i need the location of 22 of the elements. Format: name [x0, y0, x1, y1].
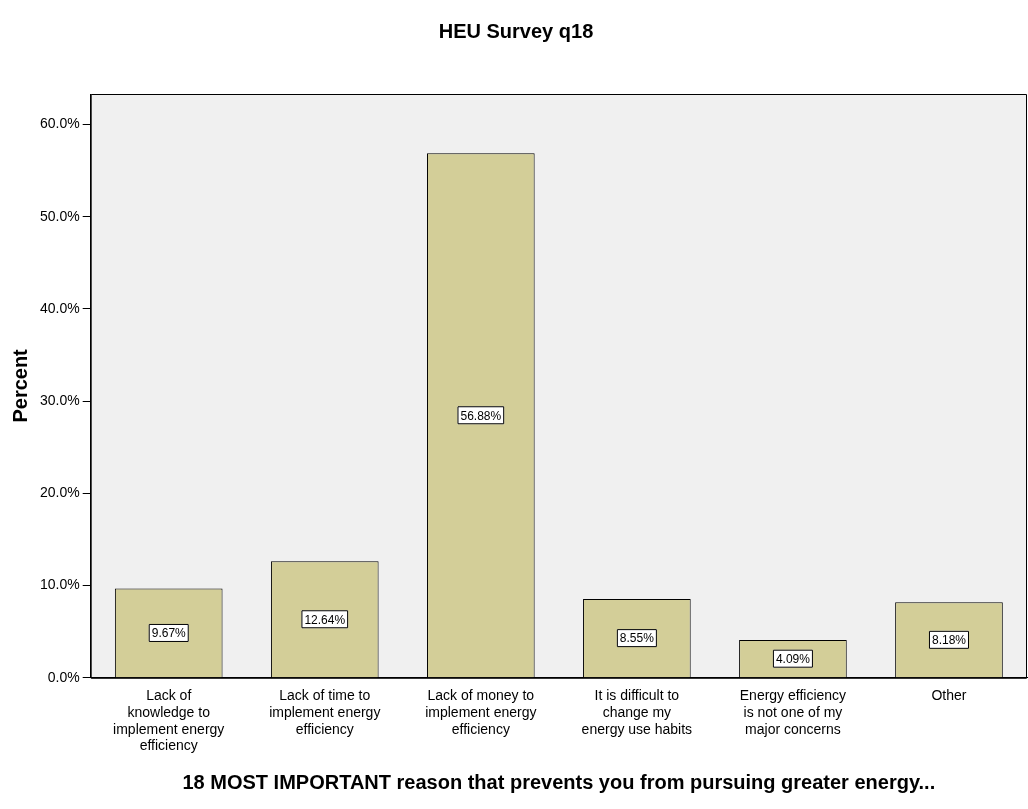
data-label: 12.64%: [304, 612, 346, 627]
x-tick-label: Energy efficiency is not one of my major concerns: [739, 687, 847, 737]
data-label: 8.18%: [931, 633, 967, 648]
data-label: 8.55%: [619, 631, 655, 646]
data-label: 56.88%: [460, 408, 502, 423]
y-tick-label: 40.0%: [39, 299, 80, 316]
data-label: 4.09%: [775, 652, 811, 666]
data-label: 9.67%: [151, 626, 187, 641]
chart-title: HEU Survey q18: [438, 19, 594, 42]
y-tick-label: 50.0%: [39, 207, 80, 224]
y-tick-label: 60.0%: [39, 115, 80, 132]
y-axis-title: Percent: [8, 348, 31, 423]
x-tick-label: Lack of time to implement energy efficiency: [269, 687, 381, 737]
y-tick-label: 0.0%: [47, 668, 80, 685]
y-tick-label: 20.0%: [39, 484, 80, 501]
x-tick-label: Lack of money to implement energy efficiency: [425, 687, 537, 737]
x-tick-label: Lack of knowledge to implement energy efficiency: [113, 687, 225, 754]
x-tick-label: It is difficult to change my energy use habits: [581, 687, 693, 737]
y-tick-label: 30.0%: [39, 391, 80, 408]
x-tick-label: Other: [931, 687, 967, 704]
y-tick-label: 10.0%: [39, 576, 80, 593]
x-axis-title: 18 MOST IMPORTANT reason that prevents you from pursuing greater energy...: [182, 770, 936, 793]
